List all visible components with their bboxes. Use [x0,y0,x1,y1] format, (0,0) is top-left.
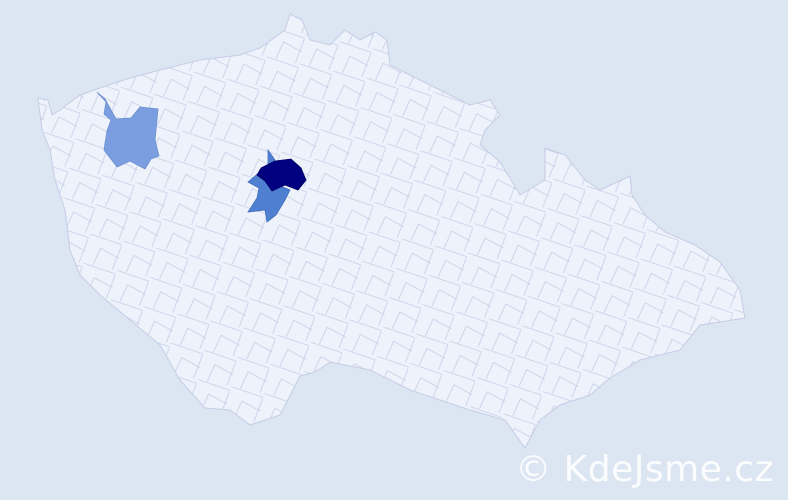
watermark: © KdeJsme.cz [515,449,774,490]
country-outline [37,13,746,449]
region-praha[interactable] [256,158,307,192]
district-borders [38,14,745,448]
region-louny[interactable] [96,91,160,170]
